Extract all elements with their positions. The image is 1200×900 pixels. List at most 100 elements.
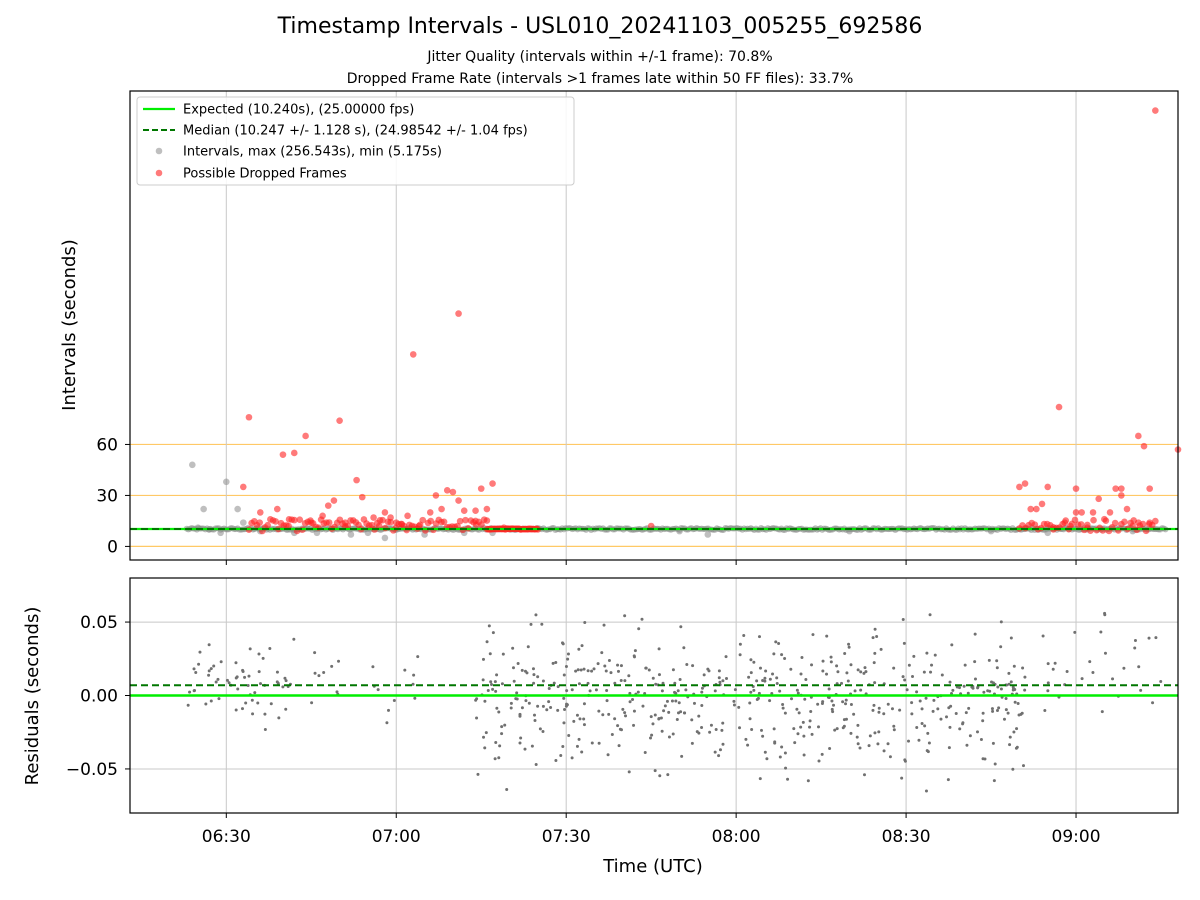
residual-point xyxy=(602,623,606,627)
residual-point xyxy=(862,773,866,777)
residual-point xyxy=(982,690,986,694)
residual-point xyxy=(1014,746,1018,750)
intervals-x-ticks xyxy=(225,560,1077,565)
residual-point xyxy=(827,687,831,691)
residual-point xyxy=(660,729,664,733)
dropped-frame-point xyxy=(1146,519,1153,526)
interval-point xyxy=(223,478,230,486)
residual-point xyxy=(567,734,571,738)
residual-point xyxy=(624,714,628,718)
residual-point xyxy=(551,661,555,665)
residual-point xyxy=(512,679,516,683)
residual-point xyxy=(817,725,821,729)
interval-point xyxy=(1044,529,1052,537)
residual-point xyxy=(194,671,198,675)
residual-point xyxy=(1137,665,1141,669)
residual-point xyxy=(713,750,717,754)
residual-point xyxy=(641,704,645,708)
residual-point xyxy=(313,671,317,675)
residual-point xyxy=(912,654,916,658)
residual-point xyxy=(713,689,717,693)
residual-point xyxy=(547,700,551,704)
legend-label: Expected (10.240s), (25.00000 fps) xyxy=(183,103,414,118)
residual-point xyxy=(683,711,687,715)
residual-point xyxy=(207,643,211,647)
dropped-frame-point xyxy=(1106,509,1114,516)
residual-point xyxy=(576,668,580,672)
dropped-frame-point xyxy=(264,521,271,529)
residual-point xyxy=(990,680,994,684)
legend-label: Intervals, max (256.543s), min (5.175s) xyxy=(183,145,442,160)
residual-point xyxy=(936,707,940,711)
residual-point xyxy=(993,762,997,766)
residual-point xyxy=(534,762,538,766)
residual-point xyxy=(772,727,776,731)
intervals-panel: Expected (10.240s), (25.00000 fps) Median… xyxy=(59,90,1182,565)
residual-point xyxy=(248,647,252,651)
residual-point xyxy=(204,702,208,706)
residual-point xyxy=(497,710,501,714)
residual-point xyxy=(628,700,632,704)
residual-point xyxy=(790,697,794,701)
residual-point xyxy=(773,741,777,745)
dropped-frame-point xyxy=(456,517,464,525)
residual-point xyxy=(627,674,631,678)
residual-point xyxy=(1046,689,1050,693)
residual-point xyxy=(1004,697,1008,701)
residual-point xyxy=(657,647,661,651)
residual-point xyxy=(929,670,933,674)
dropped-frame-point xyxy=(353,476,360,484)
residual-point xyxy=(583,621,587,625)
residual-point xyxy=(849,663,853,667)
residual-point xyxy=(1046,662,1050,666)
dropped-frame-point xyxy=(427,517,435,525)
residual-point xyxy=(609,671,613,675)
residual-point xyxy=(219,660,223,664)
residual-point xyxy=(653,769,657,773)
residual-point xyxy=(721,721,725,725)
residual-point xyxy=(725,676,729,680)
residual-point xyxy=(1015,727,1019,731)
residual-point xyxy=(842,724,846,728)
residual-point xyxy=(843,651,847,655)
residual-point xyxy=(862,671,866,675)
residual-point xyxy=(811,633,815,637)
residual-point xyxy=(484,731,488,735)
residual-point xyxy=(951,688,955,692)
residual-point xyxy=(991,741,995,745)
residual-point xyxy=(879,647,883,651)
residual-point xyxy=(1004,708,1008,712)
residual-point xyxy=(1151,701,1155,705)
residual-point xyxy=(647,668,651,672)
dropped-frame-point xyxy=(245,413,253,421)
dropped-frame-subtitle: Dropped Frame Rate (intervals >1 frames … xyxy=(346,71,854,87)
dropped-frame-point xyxy=(440,518,448,526)
dropped-frame-point xyxy=(1111,519,1119,527)
residual-point xyxy=(566,657,570,661)
residual-point xyxy=(1002,717,1006,721)
dropped-frame-point xyxy=(375,522,383,530)
dropped-frame-point xyxy=(1016,483,1023,491)
residual-point xyxy=(768,699,772,703)
intervals-y-axis-label: Intervals (seconds) xyxy=(59,239,80,411)
residual-point xyxy=(277,716,281,720)
residual-point xyxy=(990,707,994,711)
residual-point xyxy=(733,688,737,692)
residual-point xyxy=(700,703,704,707)
residual-point xyxy=(742,633,746,637)
dropped-frame-point xyxy=(1072,509,1080,516)
residual-point xyxy=(877,710,881,714)
residual-point xyxy=(1103,651,1107,655)
residual-point xyxy=(488,652,492,656)
residual-point xyxy=(849,703,853,707)
residual-point xyxy=(690,741,694,745)
residual-point xyxy=(216,677,220,681)
residual-point xyxy=(890,707,894,711)
residual-point xyxy=(259,682,263,686)
residual-point xyxy=(582,723,586,727)
residual-point xyxy=(1012,730,1016,734)
residual-point xyxy=(547,686,551,690)
residual-point xyxy=(532,673,536,677)
residual-point xyxy=(796,691,800,695)
residual-point xyxy=(1051,667,1055,671)
